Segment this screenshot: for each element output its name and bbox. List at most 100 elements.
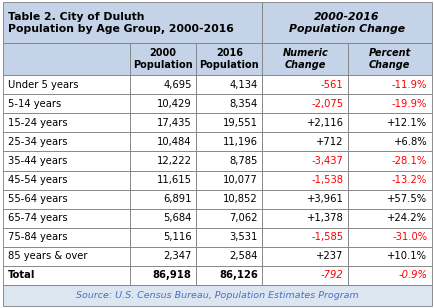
Text: -3,437: -3,437 (311, 156, 343, 166)
Text: +237: +237 (316, 251, 343, 261)
Bar (196, 266, 262, 285)
Text: 86,126: 86,126 (219, 270, 257, 280)
Text: 17,435: 17,435 (157, 118, 191, 128)
Text: 11,196: 11,196 (223, 137, 257, 147)
Bar (262, 113, 347, 132)
Text: -792: -792 (320, 270, 343, 280)
Text: 7,062: 7,062 (229, 213, 257, 223)
Text: 8,354: 8,354 (229, 99, 257, 109)
Text: 86,918: 86,918 (152, 270, 191, 280)
Text: 12,222: 12,222 (156, 156, 191, 166)
Text: -0.9%: -0.9% (397, 270, 426, 280)
Text: -1,538: -1,538 (311, 175, 343, 185)
Bar (196, 75, 262, 94)
Text: 2,347: 2,347 (163, 251, 191, 261)
Bar (3, 190, 129, 209)
Text: 19,551: 19,551 (223, 118, 257, 128)
Text: -1,585: -1,585 (311, 232, 343, 242)
Bar (129, 75, 196, 94)
Text: 15-24 years: 15-24 years (8, 118, 67, 128)
Bar (3, 152, 129, 171)
Text: 11,615: 11,615 (156, 175, 191, 185)
Text: 2,584: 2,584 (229, 251, 257, 261)
Bar (347, 75, 431, 94)
Text: Under 5 years: Under 5 years (8, 80, 78, 90)
Bar (129, 152, 196, 171)
Bar (347, 171, 431, 190)
Text: 25-34 years: 25-34 years (8, 137, 67, 147)
Text: 65-74 years: 65-74 years (8, 213, 67, 223)
Text: -11.9%: -11.9% (391, 80, 426, 90)
Bar (3, 2, 262, 43)
Bar (262, 247, 347, 266)
Bar (262, 75, 347, 94)
Bar (347, 43, 431, 75)
Text: Table 2. City of Duluth
Population by Age Group, 2000-2016: Table 2. City of Duluth Population by Ag… (8, 12, 233, 34)
Bar (196, 190, 262, 209)
Text: -28.1%: -28.1% (391, 156, 426, 166)
Bar (347, 190, 431, 209)
Bar (129, 190, 196, 209)
Bar (3, 209, 129, 228)
Text: 45-54 years: 45-54 years (8, 175, 67, 185)
Text: 4,695: 4,695 (163, 80, 191, 90)
Text: 10,852: 10,852 (223, 194, 257, 204)
Text: 75-84 years: 75-84 years (8, 232, 67, 242)
Bar (129, 266, 196, 285)
Bar (196, 113, 262, 132)
Bar (129, 247, 196, 266)
Text: 5,116: 5,116 (163, 232, 191, 242)
Bar (3, 113, 129, 132)
Bar (129, 228, 196, 247)
Bar (262, 190, 347, 209)
Text: +12.1%: +12.1% (386, 118, 426, 128)
Text: +10.1%: +10.1% (386, 251, 426, 261)
Text: +6.8%: +6.8% (393, 137, 426, 147)
Bar (347, 247, 431, 266)
Text: -2,075: -2,075 (311, 99, 343, 109)
Text: +712: +712 (316, 137, 343, 147)
Bar (129, 43, 196, 75)
Bar (196, 94, 262, 113)
Text: 2000-2016
Population Change: 2000-2016 Population Change (288, 12, 404, 34)
Text: 2016
Population: 2016 Population (199, 48, 259, 70)
Bar (262, 209, 347, 228)
Text: -31.0%: -31.0% (391, 232, 426, 242)
Bar (3, 247, 129, 266)
Bar (262, 152, 347, 171)
Bar (196, 228, 262, 247)
Text: 10,429: 10,429 (157, 99, 191, 109)
Bar (347, 113, 431, 132)
Bar (347, 94, 431, 113)
Text: +2,116: +2,116 (306, 118, 343, 128)
Bar (347, 152, 431, 171)
Text: +1,378: +1,378 (306, 213, 343, 223)
Bar (3, 75, 129, 94)
Text: 2000
Population: 2000 Population (133, 48, 192, 70)
Text: 5-14 years: 5-14 years (8, 99, 61, 109)
Bar (129, 209, 196, 228)
Bar (196, 43, 262, 75)
Bar (196, 247, 262, 266)
Text: +24.2%: +24.2% (386, 213, 426, 223)
Bar (262, 266, 347, 285)
Bar (262, 43, 347, 75)
Bar (347, 209, 431, 228)
Bar (3, 94, 129, 113)
Text: -19.9%: -19.9% (391, 99, 426, 109)
Bar (262, 228, 347, 247)
Bar (262, 2, 431, 43)
Bar (3, 228, 129, 247)
Text: 35-44 years: 35-44 years (8, 156, 67, 166)
Text: 55-64 years: 55-64 years (8, 194, 67, 204)
Text: 5,684: 5,684 (163, 213, 191, 223)
Bar (3, 132, 129, 152)
Bar (347, 266, 431, 285)
Bar (129, 171, 196, 190)
Bar (3, 266, 129, 285)
Bar (347, 228, 431, 247)
Bar (262, 94, 347, 113)
Text: 10,484: 10,484 (157, 137, 191, 147)
Bar (129, 132, 196, 152)
Text: 10,077: 10,077 (223, 175, 257, 185)
